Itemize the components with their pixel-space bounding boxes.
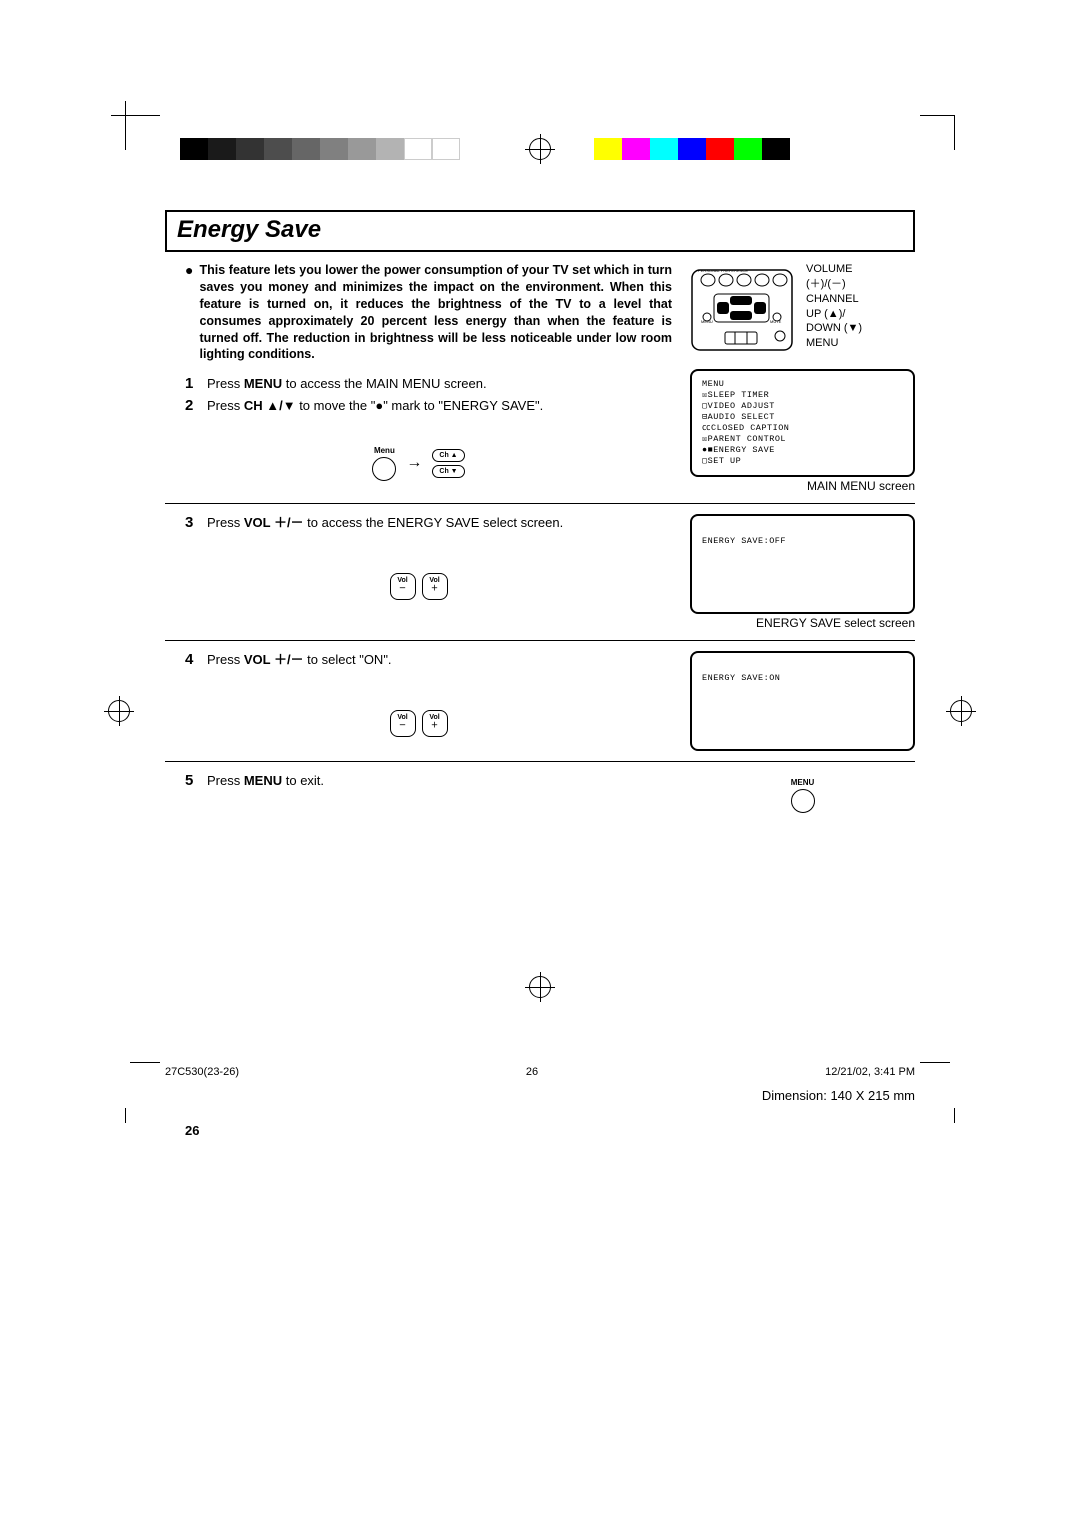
vol-minus-button: Vol－: [390, 573, 416, 601]
menu-button-icon: [791, 789, 815, 813]
vol-plus-button: Vol＋: [422, 573, 448, 601]
label-ch-up: UP (▲)/: [806, 307, 900, 322]
vol-buttons-illustration: Vol－ Vol＋: [165, 710, 672, 738]
vol-plus-button: Vol＋: [422, 710, 448, 738]
crop-mark: [920, 115, 955, 150]
label-channel: CHANNEL: [806, 292, 900, 307]
step-5: 5 Press MENU to exit.: [165, 772, 672, 790]
label-volume: VOLUME: [806, 262, 900, 277]
vol-minus-button: Vol－: [390, 710, 416, 738]
label-menu: MENU: [806, 336, 900, 351]
ch-down-button: Ch ▼: [432, 465, 464, 478]
label-volume-sym: (＋)/(－): [806, 277, 900, 292]
energy-save-on-screen: ENERGY SAVE:ON: [690, 651, 915, 751]
title-bar: Energy Save: [165, 210, 915, 252]
screen-caption: MAIN MENU screen: [690, 479, 915, 493]
energy-save-off-screen: ENERGY SAVE:OFF: [690, 514, 915, 614]
step-3: 3 Press VOL ＋/－ to access the ENERGY SAV…: [165, 514, 672, 532]
svg-text:MUTE: MUTE: [770, 319, 782, 324]
registration-mark: [529, 138, 551, 160]
menu-label: Menu: [374, 446, 395, 455]
page-title: Energy Save: [177, 216, 903, 244]
registration-mark: [950, 700, 972, 722]
step-2: 2 Press CH ▲/▼ to move the "●" mark to "…: [165, 397, 672, 415]
crop-mark: [125, 1108, 160, 1123]
intro-text: This feature lets you lower the power co…: [199, 262, 672, 363]
remote-diagram: PERSONAL PREFERENCE MENU MUTE VOLUME (＋)…: [690, 262, 900, 357]
step-number: 4: [185, 651, 199, 668]
svg-text:MENU: MENU: [701, 319, 713, 324]
dimension-note: Dimension: 140 X 215 mm: [762, 1088, 915, 1103]
registration-mark: [529, 976, 551, 998]
page-number: 26: [165, 1123, 915, 1138]
footer-doc-id: 27C530(23-26): [165, 1066, 239, 1078]
step-number: 1: [185, 375, 199, 392]
ch-up-button: Ch ▲: [432, 449, 464, 462]
screen-caption: ENERGY SAVE select screen: [690, 616, 915, 630]
step-number: 2: [185, 397, 199, 414]
step-1: 1 Press MENU to access the MAIN MENU scr…: [165, 375, 672, 393]
step-number: 3: [185, 514, 199, 531]
label-ch-down: DOWN (▼): [806, 321, 900, 336]
button-illustration: Menu → Ch ▲ Ch ▼: [165, 446, 672, 481]
arrow-icon: →: [406, 454, 422, 472]
crop-mark: [920, 1108, 955, 1123]
color-bar: [594, 138, 790, 160]
menu-button-illustration: MENU: [791, 778, 815, 813]
registration-mark: [108, 700, 130, 722]
step-number: 5: [185, 772, 199, 789]
menu-button-icon: [372, 457, 396, 481]
svg-text:PERSONAL PREFERENCE: PERSONAL PREFERENCE: [698, 268, 748, 273]
bullet: ●: [185, 262, 193, 363]
crop-mark: [125, 115, 160, 150]
step-4: 4 Press VOL ＋/－ to select "ON".: [165, 651, 672, 669]
crop-mark: [920, 1062, 950, 1063]
grayscale-bar: [180, 138, 460, 160]
footer: 27C530(23-26) 26 12/21/02, 3:41 PM: [165, 1066, 915, 1078]
footer-page: 26: [526, 1066, 538, 1078]
footer-timestamp: 12/21/02, 3:41 PM: [825, 1066, 915, 1078]
vol-buttons-illustration: Vol－ Vol＋: [165, 573, 672, 601]
crop-mark: [130, 1062, 160, 1063]
main-menu-screen: MENU ☒SLEEP TIMER ▢VIDEO ADJUST ⊟AUDIO S…: [690, 369, 915, 477]
